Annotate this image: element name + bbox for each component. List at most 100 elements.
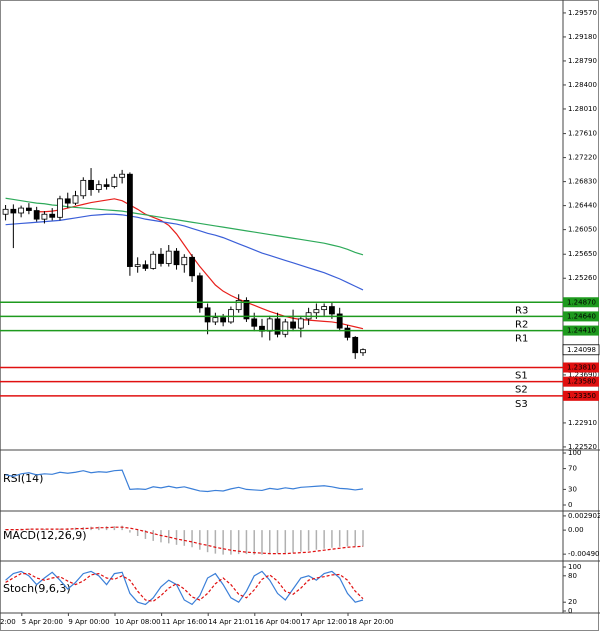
indicator-line <box>5 570 364 606</box>
x-tick-label: 9 Apr 00:00 <box>68 618 109 626</box>
x-tick-label: 16 Apr 04:00 <box>255 618 301 626</box>
current-price: 1.24098 <box>567 346 596 354</box>
candle-body <box>49 213 56 218</box>
y-tick-label: 1.25260 <box>568 274 597 282</box>
candle-body <box>336 313 343 329</box>
candle-body <box>72 195 79 204</box>
candle-body <box>150 253 157 269</box>
candle-body <box>290 321 296 329</box>
level-label: S2 <box>515 385 528 396</box>
y-tick-label: 0 <box>568 607 572 615</box>
candle-body <box>134 264 141 267</box>
candle-body <box>212 317 219 323</box>
y-tick-label: 1.26440 <box>568 202 597 210</box>
y-tick-label: 1.27610 <box>568 130 597 138</box>
candle-body <box>127 173 133 267</box>
current-price-box <box>562 344 600 356</box>
candle-body <box>329 306 335 315</box>
y-tick-label: 1.26050 <box>568 226 597 234</box>
y-tick-label: 1.26830 <box>568 178 597 186</box>
y-tick-label: 0.002902 <box>568 512 600 520</box>
candle-body <box>18 207 25 214</box>
candle-body <box>282 321 289 335</box>
level-label: R2 <box>515 319 528 330</box>
candle-body <box>103 184 110 187</box>
moving-average <box>5 197 364 256</box>
y-tick-label: 70 <box>568 465 577 473</box>
candle-body <box>251 318 258 327</box>
panel-title: MACD(12,26,9) <box>3 529 87 542</box>
candle-body <box>321 306 328 311</box>
candle-body <box>119 173 126 178</box>
signal-line <box>5 526 364 555</box>
candle-body <box>80 179 87 197</box>
level-price: 1.24410 <box>567 327 596 335</box>
candle-body <box>204 307 211 323</box>
candle-body <box>274 318 281 335</box>
candle-body <box>196 275 203 309</box>
x-tick-label: 10 Apr 08:00 <box>115 618 161 626</box>
y-tick-label: 1.23690 <box>568 371 597 379</box>
indicator-line <box>5 469 364 493</box>
candle-body <box>173 250 180 266</box>
y-tick-label: 80 <box>568 572 577 580</box>
panel-title: Stoch(9,6,3) <box>3 582 71 595</box>
candle-body <box>360 349 366 354</box>
x-tick-label: 14 Apr 21:01 <box>208 618 254 626</box>
candle-body <box>165 250 172 264</box>
level-price: 1.24870 <box>567 298 596 306</box>
level-label: S1 <box>515 371 528 382</box>
x-tick-label: 17 Apr 12:00 <box>301 618 347 626</box>
candle-body <box>57 198 63 218</box>
moving-average <box>5 213 364 291</box>
y-tick-label: 1.28400 <box>568 81 597 89</box>
level-price: 1.23350 <box>567 392 596 400</box>
candle-body <box>41 213 48 220</box>
level-label: R3 <box>515 305 528 316</box>
candle-body <box>142 264 149 269</box>
y-tick-label: 1.27220 <box>568 154 597 162</box>
y-tick-label: 0 <box>568 501 572 509</box>
level-box <box>563 311 599 322</box>
y-tick-label: 0.00 <box>568 526 584 534</box>
candle-body <box>111 176 118 187</box>
panel-title: RSI(14) <box>3 472 43 485</box>
level-label: R1 <box>515 334 528 345</box>
candle-body <box>297 318 304 329</box>
y-tick-label: 1.25650 <box>568 250 597 258</box>
candle-body <box>33 210 40 220</box>
x-tick-label: 5 Apr 20:00 <box>22 618 63 626</box>
level-price: 1.23810 <box>567 364 596 372</box>
y-tick-label: 1.29180 <box>568 33 597 41</box>
candle-body <box>25 207 32 211</box>
candle-body <box>313 309 320 314</box>
x-tick-label: 11 Apr 16:00 <box>162 618 208 626</box>
level-price: 1.23580 <box>567 378 596 386</box>
candle-body <box>235 300 242 311</box>
x-tick-label: 2:00 <box>0 618 16 626</box>
y-tick-label: 1.28010 <box>568 105 597 113</box>
y-tick-label: 1.22520 <box>568 443 597 451</box>
y-tick-label: 1.22910 <box>568 419 597 427</box>
candle-body <box>181 256 188 266</box>
level-box <box>563 297 599 308</box>
level-label: S3 <box>515 399 528 410</box>
level-box <box>563 362 599 373</box>
level-box <box>563 325 599 336</box>
candle-body <box>189 256 195 277</box>
candle-body <box>243 300 250 320</box>
y-tick-label: 20 <box>568 598 577 606</box>
candle-body <box>10 208 17 214</box>
y-tick-label: 30 <box>568 485 577 493</box>
candle-body <box>220 317 227 323</box>
y-tick-label: 1.28790 <box>568 57 597 65</box>
candle-body <box>266 318 273 332</box>
level-box <box>563 390 599 401</box>
candle-body <box>158 253 164 264</box>
y-tick-label: 100 <box>568 563 581 571</box>
candle-body <box>88 179 94 191</box>
candle-body <box>2 208 9 215</box>
candle-body <box>352 336 359 354</box>
